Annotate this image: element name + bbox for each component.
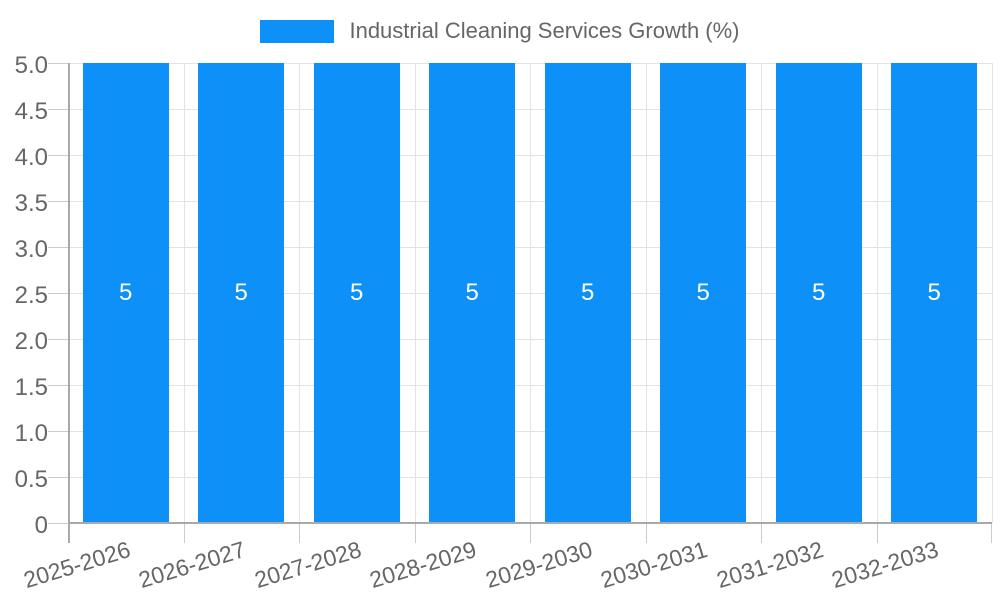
y-axis-tick — [48, 247, 68, 248]
y-tick-label: 2.0 — [14, 328, 48, 355]
x-axis-tick — [761, 523, 762, 543]
y-tick-label: 5.0 — [14, 52, 48, 79]
x-axis-tick — [876, 523, 878, 543]
bar-value-label: 5 — [812, 279, 826, 306]
x-tick-label: 2025-2026 — [20, 536, 134, 594]
y-axis-tick — [48, 155, 68, 156]
x-tick-label: 2029-2030 — [482, 536, 596, 594]
gridline-vertical — [645, 63, 647, 523]
chart-legend: Industrial Cleaning Services Growth (%) — [0, 18, 1000, 44]
gridline-vertical — [414, 63, 416, 523]
x-axis-tick — [414, 523, 416, 543]
x-axis-tick — [991, 523, 992, 543]
y-tick-label: 0 — [34, 512, 48, 539]
gridline-vertical — [299, 63, 300, 523]
y-tick-label: 3.0 — [14, 236, 48, 263]
bar: 5 — [660, 63, 747, 523]
bar-value-label: 5 — [350, 279, 364, 306]
y-axis-tick — [48, 63, 68, 64]
gridline-vertical — [876, 63, 878, 523]
y-axis-line — [68, 63, 70, 543]
x-tick-label: 2026-2027 — [135, 536, 249, 594]
legend-label: Industrial Cleaning Services Growth (%) — [349, 18, 740, 43]
y-axis-tick — [48, 523, 68, 524]
y-tick-label: 1.0 — [14, 420, 48, 447]
y-tick-label: 3.5 — [14, 190, 48, 217]
bar-value-label: 5 — [465, 279, 479, 306]
bar: 5 — [82, 63, 169, 523]
x-tick-label: 2032-2033 — [828, 536, 942, 594]
x-tick-label: 2031-2032 — [713, 536, 827, 594]
x-axis-tick — [299, 523, 300, 543]
y-tick-label: 0.5 — [14, 466, 48, 493]
y-axis-tick — [48, 431, 68, 432]
x-axis-tick — [530, 523, 531, 543]
x-axis-tick — [645, 523, 647, 543]
bar-value-label: 5 — [119, 279, 133, 306]
x-tick-label: 2030-2031 — [597, 536, 711, 594]
y-tick-label: 4.0 — [14, 144, 48, 171]
bar-value-label: 5 — [581, 279, 595, 306]
bar: 5 — [429, 63, 516, 523]
y-tick-label: 4.5 — [14, 98, 48, 125]
x-tick-label: 2027-2028 — [251, 536, 365, 594]
x-tick-label: 2028-2029 — [366, 536, 480, 594]
gridline-vertical — [761, 63, 762, 523]
y-axis-tick — [48, 293, 68, 294]
gridline-vertical — [992, 63, 993, 523]
y-axis-tick — [48, 385, 68, 386]
bar: 5 — [198, 63, 285, 523]
plot-area: 5 5 5 5 5 5 5 5 — [48, 63, 993, 543]
bar: 5 — [891, 63, 978, 523]
x-axis-line — [68, 522, 992, 524]
y-axis-tick — [48, 109, 68, 110]
bar-value-label: 5 — [234, 279, 248, 306]
y-axis-tick — [48, 201, 68, 202]
bar: 5 — [775, 63, 862, 523]
gridline-vertical — [530, 63, 531, 523]
y-axis-tick — [48, 339, 68, 340]
y-tick-label: 2.5 — [14, 282, 48, 309]
legend-swatch — [260, 19, 335, 43]
bar-value-label: 5 — [696, 279, 710, 306]
bar-value-label: 5 — [927, 279, 941, 306]
gridline-vertical — [183, 63, 185, 523]
bar: 5 — [313, 63, 400, 523]
bar: 5 — [544, 63, 631, 523]
y-tick-label: 1.5 — [14, 374, 48, 401]
y-axis-tick — [48, 477, 68, 478]
x-axis-tick — [183, 523, 185, 543]
